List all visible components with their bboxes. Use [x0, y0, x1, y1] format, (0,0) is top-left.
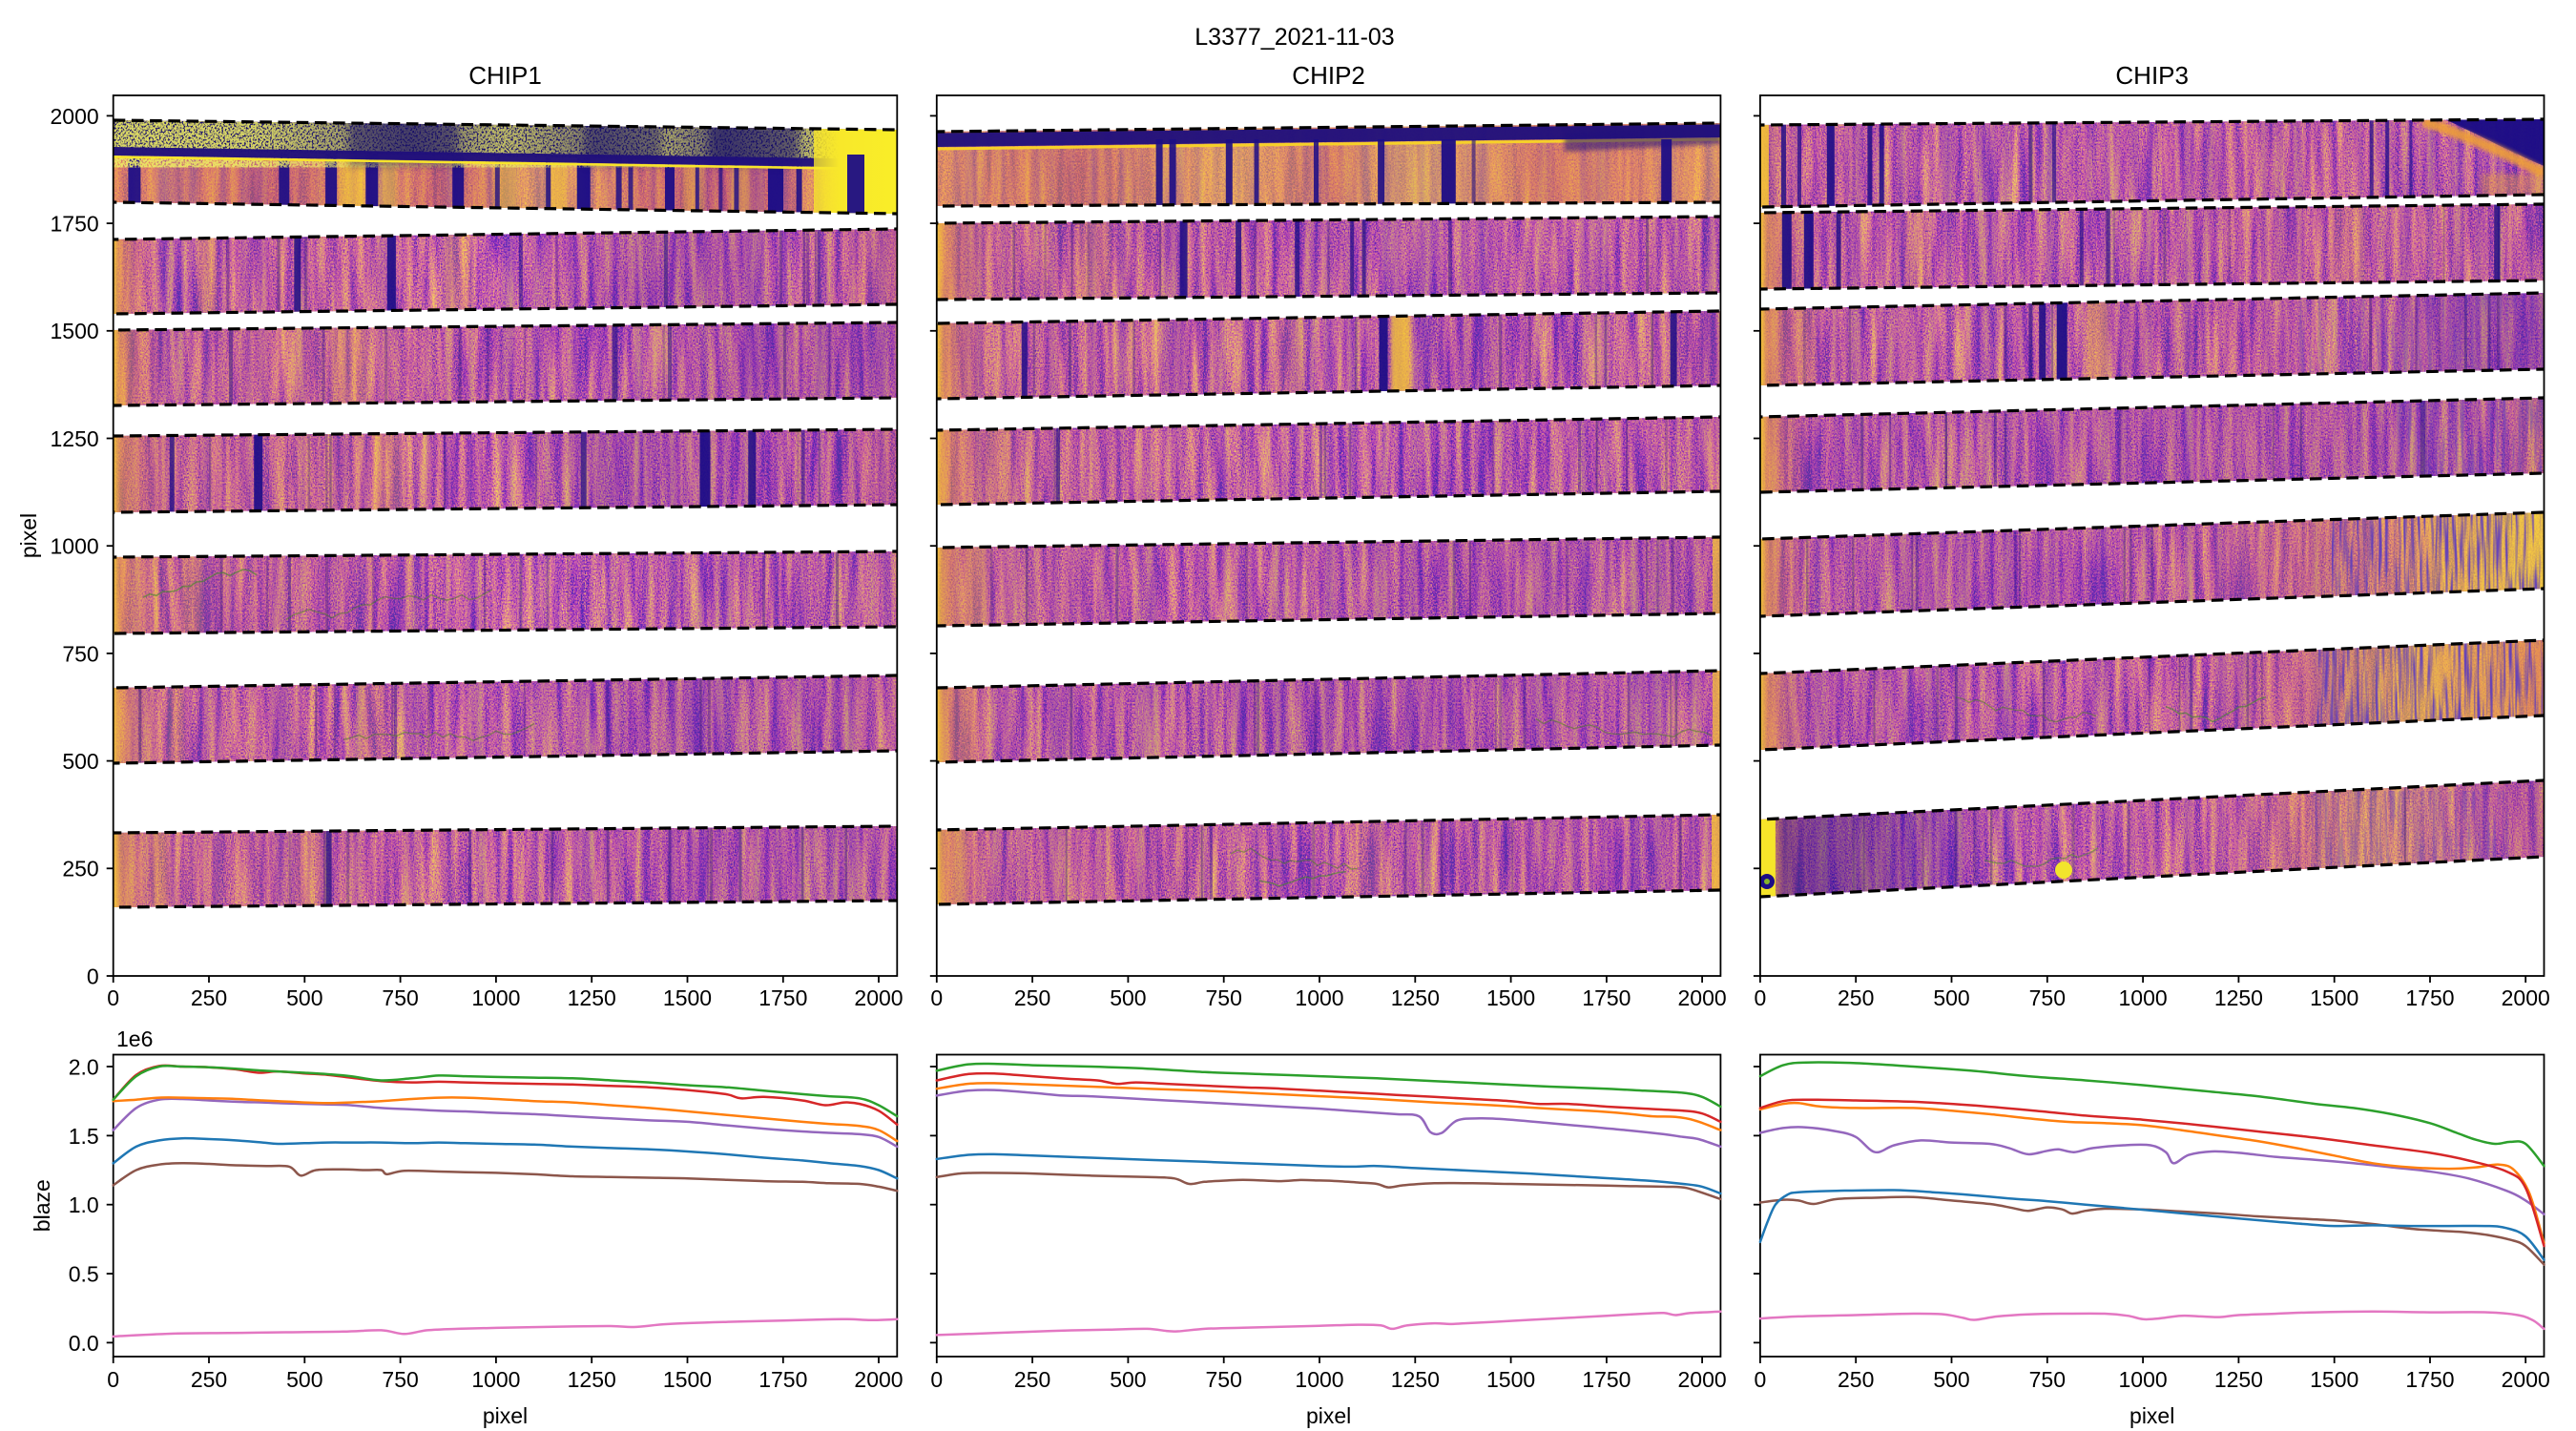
svg-text:1500: 1500	[663, 1367, 712, 1392]
svg-text:2000: 2000	[2502, 985, 2550, 1010]
svg-text:250: 250	[1014, 1367, 1050, 1392]
svg-text:2000: 2000	[1678, 1367, 1727, 1392]
svg-text:500: 500	[1933, 1367, 1969, 1392]
svg-text:500: 500	[286, 985, 322, 1010]
svg-text:1250: 1250	[1391, 1367, 1440, 1392]
svg-text:500: 500	[1933, 985, 1969, 1010]
svg-text:250: 250	[191, 1367, 227, 1392]
svg-text:1250: 1250	[1391, 985, 1440, 1010]
svg-text:pixel: pixel	[483, 1403, 528, 1428]
svg-text:1500: 1500	[1486, 1367, 1535, 1392]
svg-text:750: 750	[382, 1367, 418, 1392]
svg-text:2000: 2000	[1678, 985, 1727, 1010]
svg-text:2000: 2000	[854, 1367, 903, 1392]
svg-text:250: 250	[1838, 985, 1874, 1010]
svg-text:1.5: 1.5	[69, 1124, 99, 1149]
svg-text:1750: 1750	[2405, 985, 2454, 1010]
svg-text:1750: 1750	[51, 212, 99, 237]
svg-text:1500: 1500	[1486, 985, 1535, 1010]
svg-text:1500: 1500	[51, 319, 99, 343]
svg-text:750: 750	[1206, 985, 1242, 1010]
svg-text:1500: 1500	[2310, 1367, 2358, 1392]
svg-text:0.0: 0.0	[69, 1331, 99, 1356]
svg-text:750: 750	[62, 641, 98, 666]
svg-text:2000: 2000	[2502, 1367, 2550, 1392]
svg-text:0: 0	[930, 1367, 943, 1392]
svg-text:500: 500	[62, 749, 98, 774]
svg-text:750: 750	[382, 985, 418, 1010]
svg-text:2000: 2000	[51, 104, 99, 129]
svg-text:0: 0	[107, 985, 119, 1010]
svg-text:0.5: 0.5	[69, 1262, 99, 1287]
svg-text:500: 500	[1110, 1367, 1146, 1392]
svg-text:1500: 1500	[2310, 985, 2358, 1010]
svg-text:250: 250	[62, 857, 98, 881]
svg-text:250: 250	[1014, 985, 1050, 1010]
svg-text:1000: 1000	[471, 1367, 520, 1392]
svg-text:1250: 1250	[2214, 1367, 2263, 1392]
svg-text:pixel: pixel	[1306, 1403, 1351, 1428]
svg-text:1000: 1000	[2119, 985, 2168, 1010]
svg-text:1250: 1250	[51, 426, 99, 451]
svg-text:1000: 1000	[51, 534, 99, 559]
svg-text:500: 500	[1110, 985, 1146, 1010]
svg-text:750: 750	[2029, 985, 2066, 1010]
svg-text:250: 250	[1838, 1367, 1874, 1392]
svg-text:1000: 1000	[2119, 1367, 2168, 1392]
svg-text:pixel: pixel	[2129, 1403, 2174, 1428]
svg-text:CHIP1: CHIP1	[468, 61, 542, 90]
svg-text:CHIP2: CHIP2	[1292, 61, 1365, 90]
svg-text:0: 0	[1755, 985, 1767, 1010]
svg-text:0: 0	[87, 964, 99, 988]
svg-text:750: 750	[2029, 1367, 2066, 1392]
svg-text:1750: 1750	[2405, 1367, 2454, 1392]
svg-text:1000: 1000	[1295, 985, 1343, 1010]
svg-text:1500: 1500	[663, 985, 712, 1010]
svg-text:1750: 1750	[758, 1367, 807, 1392]
svg-text:0: 0	[107, 1367, 119, 1392]
svg-text:2000: 2000	[854, 985, 903, 1010]
svg-text:250: 250	[191, 985, 227, 1010]
svg-text:500: 500	[286, 1367, 322, 1392]
svg-text:1000: 1000	[471, 985, 520, 1010]
svg-text:1000: 1000	[1295, 1367, 1343, 1392]
svg-text:CHIP3: CHIP3	[2115, 61, 2189, 90]
svg-text:pixel: pixel	[16, 513, 41, 558]
svg-text:1250: 1250	[568, 985, 616, 1010]
svg-text:1e6: 1e6	[116, 1027, 153, 1051]
svg-text:0: 0	[930, 985, 943, 1010]
svg-text:1250: 1250	[568, 1367, 616, 1392]
svg-text:L3377_2021-11-03: L3377_2021-11-03	[1195, 24, 1394, 51]
svg-text:1750: 1750	[1582, 985, 1631, 1010]
svg-text:1750: 1750	[1582, 1367, 1631, 1392]
svg-text:1250: 1250	[2214, 985, 2263, 1010]
svg-text:1.0: 1.0	[69, 1192, 99, 1217]
svg-text:0: 0	[1755, 1367, 1767, 1392]
svg-text:750: 750	[1206, 1367, 1242, 1392]
svg-text:blaze: blaze	[30, 1179, 54, 1232]
svg-text:2.0: 2.0	[69, 1054, 99, 1079]
svg-text:1750: 1750	[758, 985, 807, 1010]
